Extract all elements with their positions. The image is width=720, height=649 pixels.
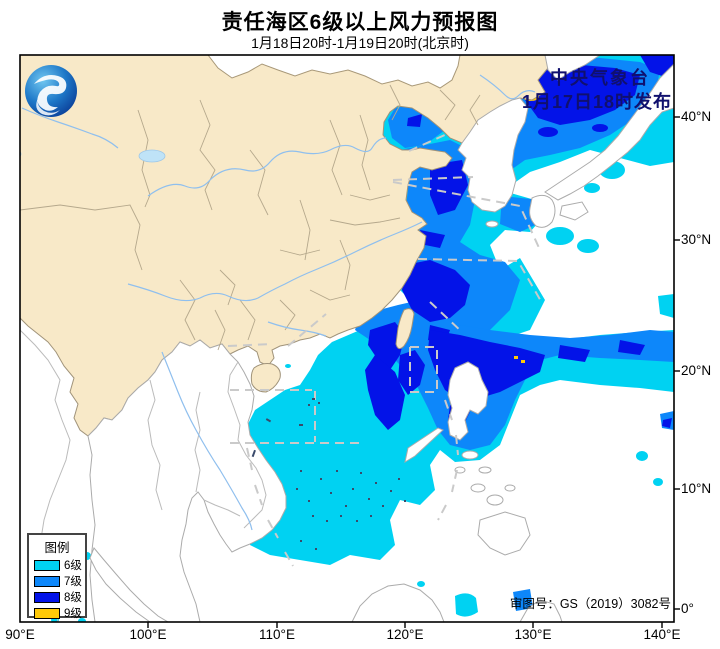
lat-label-40n: 40°N xyxy=(681,109,712,124)
page-title: 责任海区6级以上风力预报图 xyxy=(221,11,499,34)
level8-swatch xyxy=(34,591,60,603)
axis-ticks xyxy=(147,116,680,628)
borneo-islands xyxy=(351,583,563,622)
issue-time: 1月17日18时发布 xyxy=(521,92,673,112)
japan-landmass xyxy=(529,63,674,228)
level7-swatch xyxy=(34,575,60,587)
qinghai-lake xyxy=(138,149,166,163)
lon-label-140e: 140°E xyxy=(643,627,681,642)
level7-label: 7级 xyxy=(64,576,82,588)
russia-landmass xyxy=(544,55,601,81)
level9-swatch xyxy=(34,607,60,619)
level6-label: 6级 xyxy=(64,560,82,572)
lon-label-110e: 110°E xyxy=(259,627,295,642)
jeju-island xyxy=(485,220,499,228)
rivers xyxy=(21,74,536,531)
lon-label-100e: 100°E xyxy=(129,627,167,642)
province-borders xyxy=(20,84,481,351)
level9-label: 9级 xyxy=(64,608,82,620)
lat-label-20n: 20°N xyxy=(681,363,712,378)
legend-title: 图例 xyxy=(44,541,70,555)
hainan-island xyxy=(250,363,281,393)
taiwan-island xyxy=(395,308,415,350)
sumatra-landmass xyxy=(89,547,169,622)
legend-row-level7: 7级 xyxy=(29,573,85,589)
map-content xyxy=(20,55,674,622)
indochina-landmass xyxy=(87,339,287,622)
level8-label: 8级 xyxy=(64,592,82,604)
lat-label-0: 0° xyxy=(681,601,694,616)
philippines-islands xyxy=(404,361,531,556)
forecast-period-subtitle: 1月18日20时-1月19日20时(北京时) xyxy=(251,35,469,51)
lat-label-30n: 30°N xyxy=(681,232,712,247)
legend-row-level9: 9级 xyxy=(29,605,85,621)
cma-logo xyxy=(25,65,77,117)
legend-row-level6: 6级 xyxy=(29,557,85,573)
lake-west xyxy=(20,151,22,157)
issuer-name: 中央气象台 xyxy=(550,68,650,88)
sea-country-borders xyxy=(147,361,267,529)
legend-box: 图例 6级 7级 8级 9级 xyxy=(27,533,87,621)
lat-label-10n: 10°N xyxy=(681,481,712,496)
level6-swatch xyxy=(34,559,60,571)
south-china-sea-islets xyxy=(251,398,406,550)
lon-label-90e: 90°E xyxy=(5,627,35,642)
lon-label-130e: 130°E xyxy=(514,627,552,642)
mongolia-landmass xyxy=(207,55,461,89)
map-approval-number: 审图号：GS（2019）3082号 xyxy=(509,597,671,611)
legend-row-level8: 8级 xyxy=(29,589,85,605)
map-frame xyxy=(19,54,675,623)
lon-label-120e: 120°E xyxy=(386,627,424,642)
